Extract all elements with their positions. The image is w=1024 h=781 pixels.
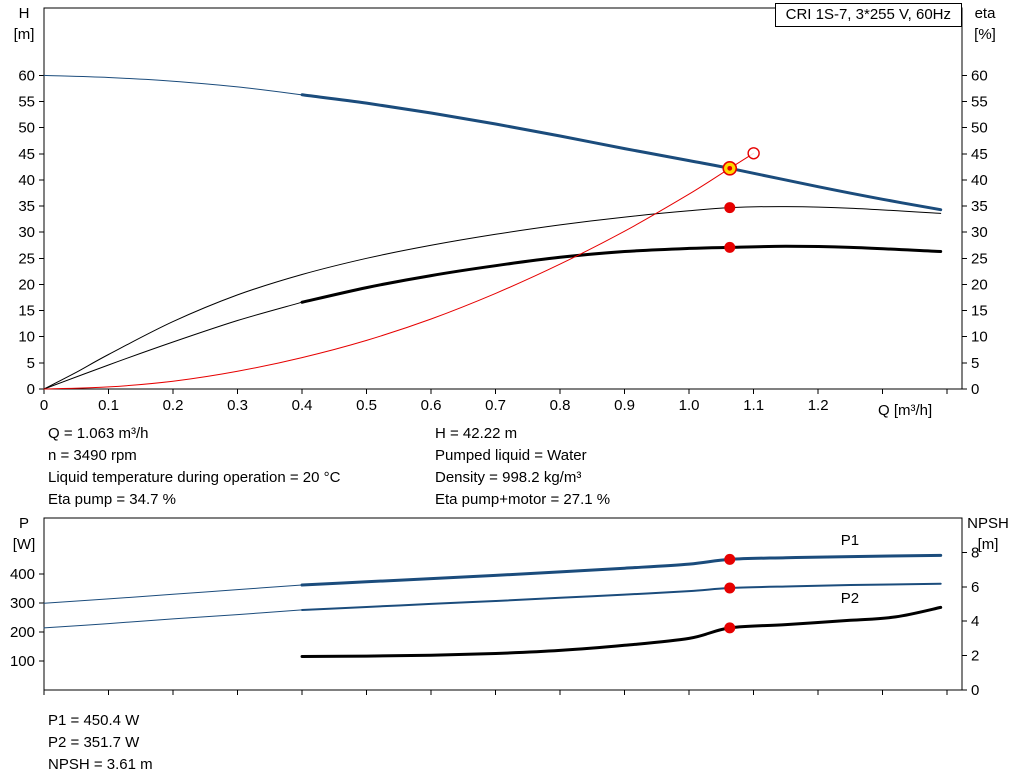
svg-text:P1: P1 bbox=[841, 532, 859, 549]
annotation-p1: P1 = 450.4 W bbox=[48, 712, 140, 729]
svg-text:35: 35 bbox=[971, 198, 988, 215]
svg-text:5: 5 bbox=[971, 355, 979, 372]
svg-text:45: 45 bbox=[971, 146, 988, 163]
svg-text:15: 15 bbox=[18, 303, 35, 320]
svg-text:0.8: 0.8 bbox=[550, 397, 571, 414]
eta-axis-name: eta bbox=[974, 5, 996, 22]
svg-text:8: 8 bbox=[971, 544, 979, 561]
svg-text:55: 55 bbox=[971, 94, 988, 111]
svg-text:40: 40 bbox=[971, 172, 988, 189]
annotation-speed: n = 3490 rpm bbox=[48, 447, 137, 464]
svg-text:0.5: 0.5 bbox=[356, 397, 377, 414]
svg-text:55: 55 bbox=[18, 94, 35, 111]
annotation-head: H = 42.22 m bbox=[435, 425, 518, 442]
svg-text:200: 200 bbox=[10, 624, 35, 641]
svg-text:6: 6 bbox=[971, 579, 979, 596]
svg-text:50: 50 bbox=[18, 120, 35, 137]
svg-text:400: 400 bbox=[10, 566, 35, 583]
eta-axis-label: eta [%] bbox=[962, 3, 1008, 45]
svg-text:30: 30 bbox=[18, 224, 35, 241]
annotation-pumped-liquid: Pumped liquid = Water bbox=[435, 447, 587, 464]
svg-text:1.2: 1.2 bbox=[808, 397, 829, 414]
annotation-density: Density = 998.2 kg/m³ bbox=[435, 469, 582, 486]
svg-text:10: 10 bbox=[971, 329, 988, 346]
svg-text:45: 45 bbox=[18, 146, 35, 163]
annotation-p2: P2 = 351.7 W bbox=[48, 734, 140, 751]
annotation-npsh: NPSH = 3.61 m bbox=[48, 756, 153, 773]
svg-text:5: 5 bbox=[27, 355, 35, 372]
svg-text:0: 0 bbox=[27, 381, 35, 398]
svg-text:35: 35 bbox=[18, 198, 35, 215]
svg-text:0.6: 0.6 bbox=[421, 397, 442, 414]
svg-text:0.2: 0.2 bbox=[163, 397, 184, 414]
svg-text:25: 25 bbox=[18, 250, 35, 267]
svg-text:4: 4 bbox=[971, 613, 979, 630]
svg-text:300: 300 bbox=[10, 595, 35, 612]
svg-text:50: 50 bbox=[971, 120, 988, 137]
annotation-liquid-temperature: Liquid temperature during operation = 20… bbox=[48, 469, 341, 486]
svg-text:40: 40 bbox=[18, 172, 35, 189]
q-axis-label: Q [m³/h] bbox=[878, 402, 933, 419]
svg-text:0: 0 bbox=[40, 397, 48, 414]
svg-text:15: 15 bbox=[971, 303, 988, 320]
pump-model-title: CRI 1S-7, 3*255 V, 60Hz bbox=[774, 3, 962, 27]
p-axis-name: P bbox=[18, 515, 29, 532]
annotation-eta-pump: Eta pump = 34.7 % bbox=[48, 491, 176, 508]
svg-text:0: 0 bbox=[971, 682, 979, 699]
svg-text:20: 20 bbox=[971, 276, 988, 293]
duty-analysis-text: Q = 1.063 m³/h n = 3490 rpm Liquid tempe… bbox=[48, 423, 610, 511]
h-axis-name: H bbox=[18, 5, 30, 22]
svg-text:2: 2 bbox=[971, 648, 979, 665]
duty-analysis-left-column: Q = 1.063 m³/h n = 3490 rpm Liquid tempe… bbox=[48, 423, 435, 511]
power-npsh-text: P1 = 450.4 W P2 = 351.7 W NPSH = 3.61 m bbox=[48, 710, 153, 776]
svg-text:100: 100 bbox=[10, 653, 35, 670]
svg-text:0: 0 bbox=[971, 381, 979, 398]
svg-text:0.3: 0.3 bbox=[227, 397, 248, 414]
svg-text:25: 25 bbox=[971, 250, 988, 267]
svg-text:1.0: 1.0 bbox=[679, 397, 700, 414]
npsh-axis-unit: [m] bbox=[977, 536, 999, 553]
p-axis-label: P [W] bbox=[6, 513, 42, 555]
svg-text:0.4: 0.4 bbox=[292, 397, 313, 414]
p-axis-unit: [W] bbox=[12, 536, 36, 553]
npsh-axis-name: NPSH bbox=[967, 515, 1009, 532]
svg-text:0.7: 0.7 bbox=[485, 397, 506, 414]
h-axis-unit: [m] bbox=[13, 26, 35, 43]
svg-text:0.1: 0.1 bbox=[98, 397, 119, 414]
svg-text:60: 60 bbox=[18, 67, 35, 84]
duty-analysis-right-column: H = 42.22 m Pumped liquid = Water Densit… bbox=[435, 423, 610, 511]
svg-text:0.9: 0.9 bbox=[614, 397, 635, 414]
h-axis-label: H [m] bbox=[6, 3, 42, 45]
npsh-axis-label: NPSH [m] bbox=[958, 513, 1018, 555]
svg-text:60: 60 bbox=[971, 67, 988, 84]
svg-text:1.1: 1.1 bbox=[743, 397, 764, 414]
annotation-eta-pump-motor: Eta pump+motor = 27.1 % bbox=[435, 491, 611, 508]
svg-text:20: 20 bbox=[18, 276, 35, 293]
svg-text:30: 30 bbox=[971, 224, 988, 241]
svg-text:10: 10 bbox=[18, 329, 35, 346]
eta-axis-unit: [%] bbox=[974, 26, 996, 43]
annotation-flow: Q = 1.063 m³/h bbox=[48, 425, 149, 442]
svg-text:P2: P2 bbox=[841, 590, 859, 607]
